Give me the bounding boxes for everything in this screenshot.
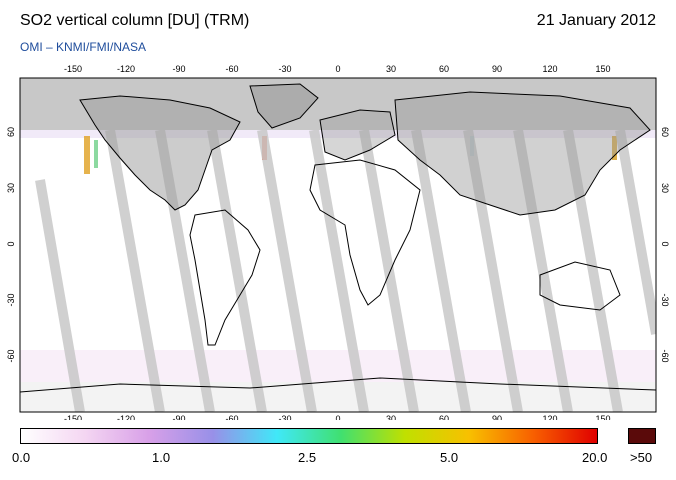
lon-tick: 150: [595, 64, 610, 74]
lon-tick: -90: [172, 414, 185, 420]
asia: [394, 91, 651, 216]
lon-tick: -150: [64, 64, 82, 74]
lon-tick: 120: [542, 64, 557, 74]
colorbar-label: 5.0: [440, 450, 459, 465]
greenland: [249, 83, 319, 129]
lat-tick: -60: [660, 349, 670, 362]
south-america: [189, 209, 261, 346]
map-frame: [19, 77, 657, 413]
lon-tick: -30: [278, 414, 291, 420]
lat-tick: 0: [6, 241, 16, 246]
lon-tick: 120: [542, 414, 557, 420]
data-source: OMI – KNMI/FMI/NASA: [20, 40, 147, 54]
antarctica: [20, 377, 656, 393]
lon-tick: 0: [335, 414, 340, 420]
so2-map: -150 -120 -90 -60 -30 0 30 60 90 120 150…: [6, 64, 670, 420]
lon-tick: 90: [492, 64, 502, 74]
lat-tick: -60: [6, 349, 16, 362]
colorbar-label: >50: [630, 450, 653, 465]
lat-tick: 60: [660, 127, 670, 137]
lon-tick: 30: [386, 64, 396, 74]
colorbar-label: 2.5: [298, 450, 317, 465]
australia: [539, 261, 621, 311]
map-date: 21 January 2012: [536, 12, 656, 29]
colorbar-label: 20.0: [582, 450, 608, 465]
lat-tick: 30: [6, 183, 16, 193]
lon-tick: -120: [117, 414, 135, 420]
continent-outlines: [20, 83, 656, 393]
europe: [319, 109, 396, 161]
lon-tick: 60: [439, 414, 449, 420]
latitude-ticks-right: 60 30 0 -30 -60: [660, 127, 670, 363]
north-america: [79, 95, 241, 211]
lon-tick: -90: [172, 64, 185, 74]
colorbar-overflow-swatch: [628, 428, 656, 444]
high-latitude-noise: [20, 130, 656, 382]
lon-tick: 0: [335, 64, 340, 74]
lon-tick: -120: [117, 64, 135, 74]
lon-tick: 150: [595, 414, 610, 420]
lon-tick: -150: [64, 414, 82, 420]
colorbar-label: 1.0: [152, 450, 171, 465]
antarctic-region: [20, 382, 656, 412]
longitude-ticks-top: -150 -120 -90 -60 -30 0 30 60 90 120 150: [64, 64, 611, 74]
africa: [309, 159, 421, 306]
lat-tick: 0: [660, 241, 670, 246]
lon-tick: 30: [386, 414, 396, 420]
lon-tick: -60: [225, 64, 238, 74]
lat-tick: -30: [660, 293, 670, 306]
lat-tick: -30: [6, 293, 16, 306]
lon-tick: 60: [439, 64, 449, 74]
lon-tick: 90: [492, 414, 502, 420]
lat-tick: 30: [660, 183, 670, 193]
map-title: SO2 vertical column [DU] (TRM): [20, 12, 250, 29]
lon-tick: -30: [278, 64, 291, 74]
longitude-ticks-bottom: -150 -120 -90 -60 -30 0 30 60 90 120 150: [64, 414, 611, 420]
latitude-ticks-left: 60 30 0 -30 -60: [6, 127, 16, 363]
lon-tick: -60: [225, 414, 238, 420]
lat-tick: 60: [6, 127, 16, 137]
colorbar: [20, 428, 598, 444]
colorbar-label: 0.0: [12, 450, 31, 465]
